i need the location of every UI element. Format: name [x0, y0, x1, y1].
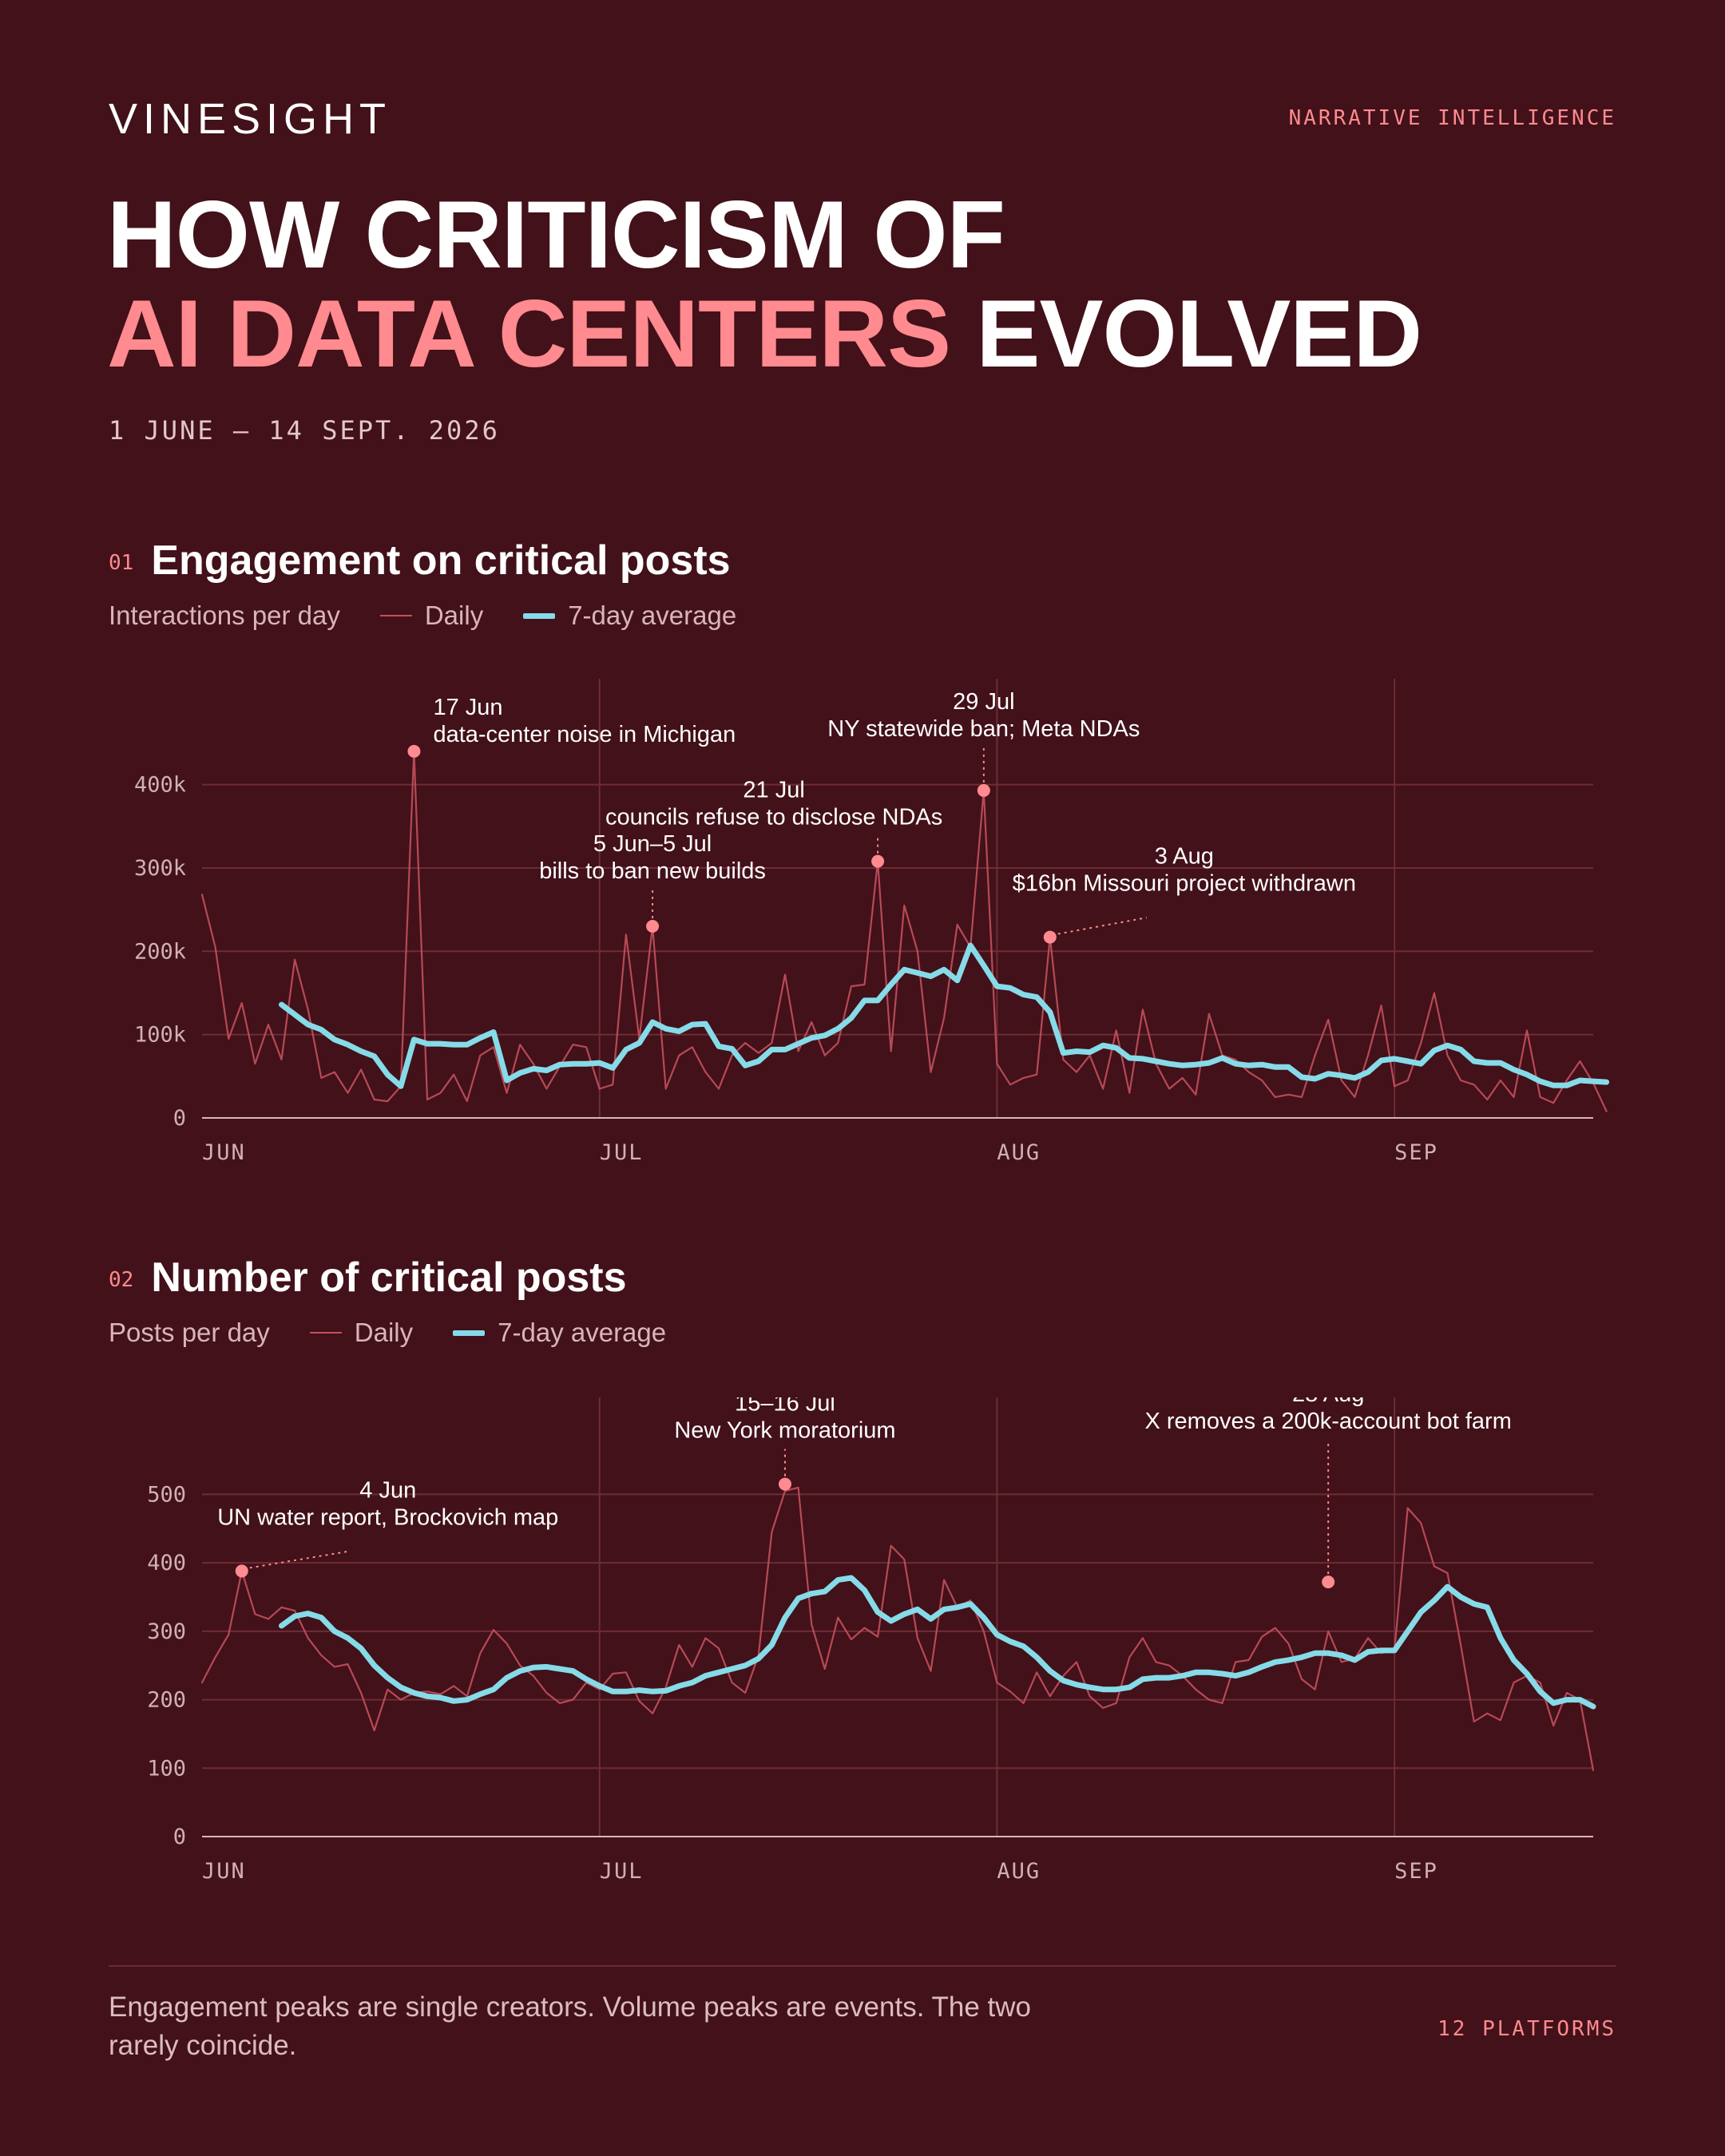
section-title: Engagement on critical posts — [151, 537, 731, 584]
y-tick-label: 400k — [134, 773, 186, 798]
title-highlight: AI DATA CENTERS — [107, 280, 951, 387]
annotation-marker — [235, 1564, 248, 1578]
series-daily-line — [200, 750, 1608, 1112]
legend-average-swatch — [523, 612, 556, 619]
annotation-text: UN water report, Brockovich map — [217, 1504, 558, 1530]
engagement-legend: Interactions per day Daily 7-day average — [109, 600, 736, 631]
title-rest: EVOLVED — [950, 280, 1422, 387]
annotation-marker — [778, 1477, 791, 1491]
y-tick-label: 500 — [147, 1482, 186, 1507]
annotation-marker — [407, 744, 421, 758]
annotation-leader — [249, 1551, 347, 1569]
y-tick-label: 0 — [173, 1825, 186, 1849]
annotation-leader — [1057, 917, 1147, 935]
x-tick-label: AUG — [997, 1140, 1041, 1165]
brand-logo: VINESIGHT — [109, 95, 392, 143]
x-tick-label: SEP — [1394, 1859, 1438, 1884]
annotation-marker — [1043, 930, 1057, 944]
annotation-marker — [646, 920, 660, 933]
legend-average-label: 7-day average — [498, 1318, 667, 1347]
legend-daily-swatch — [309, 1332, 342, 1334]
annotation-text: New York moratorium — [674, 1418, 895, 1444]
section-number: 01 — [109, 551, 134, 575]
annotation-date: 4 Jun — [359, 1477, 416, 1503]
series-average-line — [279, 1575, 1596, 1710]
y-tick-label: 300 — [147, 1619, 186, 1644]
y-tick-label: 200k — [134, 939, 186, 964]
legend-average-swatch — [453, 1330, 486, 1336]
section-posts-header: 02 Number of critical posts — [109, 1254, 627, 1302]
series-daily-line — [200, 1486, 1595, 1771]
annotation-marker — [977, 783, 990, 797]
annotation-date: 3 Aug — [1155, 844, 1214, 870]
footer-divider — [109, 1965, 1616, 1967]
annotation-text: bills to ban new builds — [539, 858, 766, 884]
engagement-chart: 0 100k 200k 300k 400k JUN JUL AUG SEP 17 Jundata-… — [134, 679, 1610, 1165]
annotation-marker — [871, 854, 885, 868]
y-tick-label: 0 — [173, 1106, 186, 1131]
annotation-date: 28 Aug — [1292, 1397, 1364, 1407]
annotation-text: data-center noise in Michigan — [433, 722, 736, 747]
x-tick-label: JUL — [600, 1859, 644, 1884]
x-tick-label: JUN — [202, 1140, 246, 1165]
annotation-text: $16bn Missouri project withdrawn — [1013, 871, 1356, 897]
kicker-label: NARRATIVE INTELLIGENCE — [1288, 106, 1616, 130]
annotation-date: 5 Jun–5 Jul — [593, 831, 712, 857]
legend-daily-label: Daily — [354, 1318, 414, 1347]
annotation-text: X removes a 200k-account bot farm — [1144, 1409, 1511, 1434]
date-range: 1 JUNE – 14 SEPT. 2026 — [109, 415, 500, 446]
x-tick-label: SEP — [1394, 1140, 1438, 1165]
y-tick-label: 400 — [147, 1551, 186, 1575]
x-tick-label: AUG — [997, 1859, 1041, 1884]
section-title: Number of critical posts — [151, 1254, 627, 1301]
page-title: HOW CRITICISM OF AI DATA CENTERS EVOLVED — [107, 185, 1422, 383]
annotation-date: 29 Jul — [953, 689, 1014, 715]
annotation-marker — [1322, 1575, 1335, 1589]
platforms-count: 12 PLATFORMS — [1438, 2017, 1616, 2041]
legend-daily-swatch — [379, 615, 412, 616]
footnote: Engagement peaks are single creators. Vo… — [109, 1992, 1032, 2061]
annotation-date: 21 Jul — [743, 778, 804, 803]
x-tick-label: JUN — [202, 1859, 246, 1884]
posts-legend: Posts per day Daily 7-day average — [109, 1318, 666, 1348]
y-axis-label: Interactions per day — [109, 600, 340, 630]
legend-average-label: 7-day average — [568, 600, 737, 630]
title-line-1: HOW CRITICISM OF — [107, 181, 1005, 288]
section-number: 02 — [109, 1268, 134, 1292]
annotation-text: NY statewide ban; Meta NDAs — [827, 716, 1140, 742]
y-tick-label: 100k — [134, 1023, 186, 1048]
annotation-date: 15–16 Jul — [735, 1397, 835, 1417]
series-average-line — [279, 942, 1610, 1089]
y-tick-label: 300k — [134, 856, 186, 881]
y-tick-label: 100 — [147, 1756, 186, 1781]
annotation-date: 17 Jun — [433, 695, 502, 720]
legend-daily-label: Daily — [424, 600, 484, 630]
x-tick-label: JUL — [600, 1140, 644, 1165]
y-axis-label: Posts per day — [109, 1318, 270, 1347]
y-tick-label: 200 — [147, 1688, 186, 1713]
section-engagement-header: 01 Engagement on critical posts — [109, 537, 731, 585]
annotation-text: councils refuse to disclose NDAs — [605, 805, 942, 830]
